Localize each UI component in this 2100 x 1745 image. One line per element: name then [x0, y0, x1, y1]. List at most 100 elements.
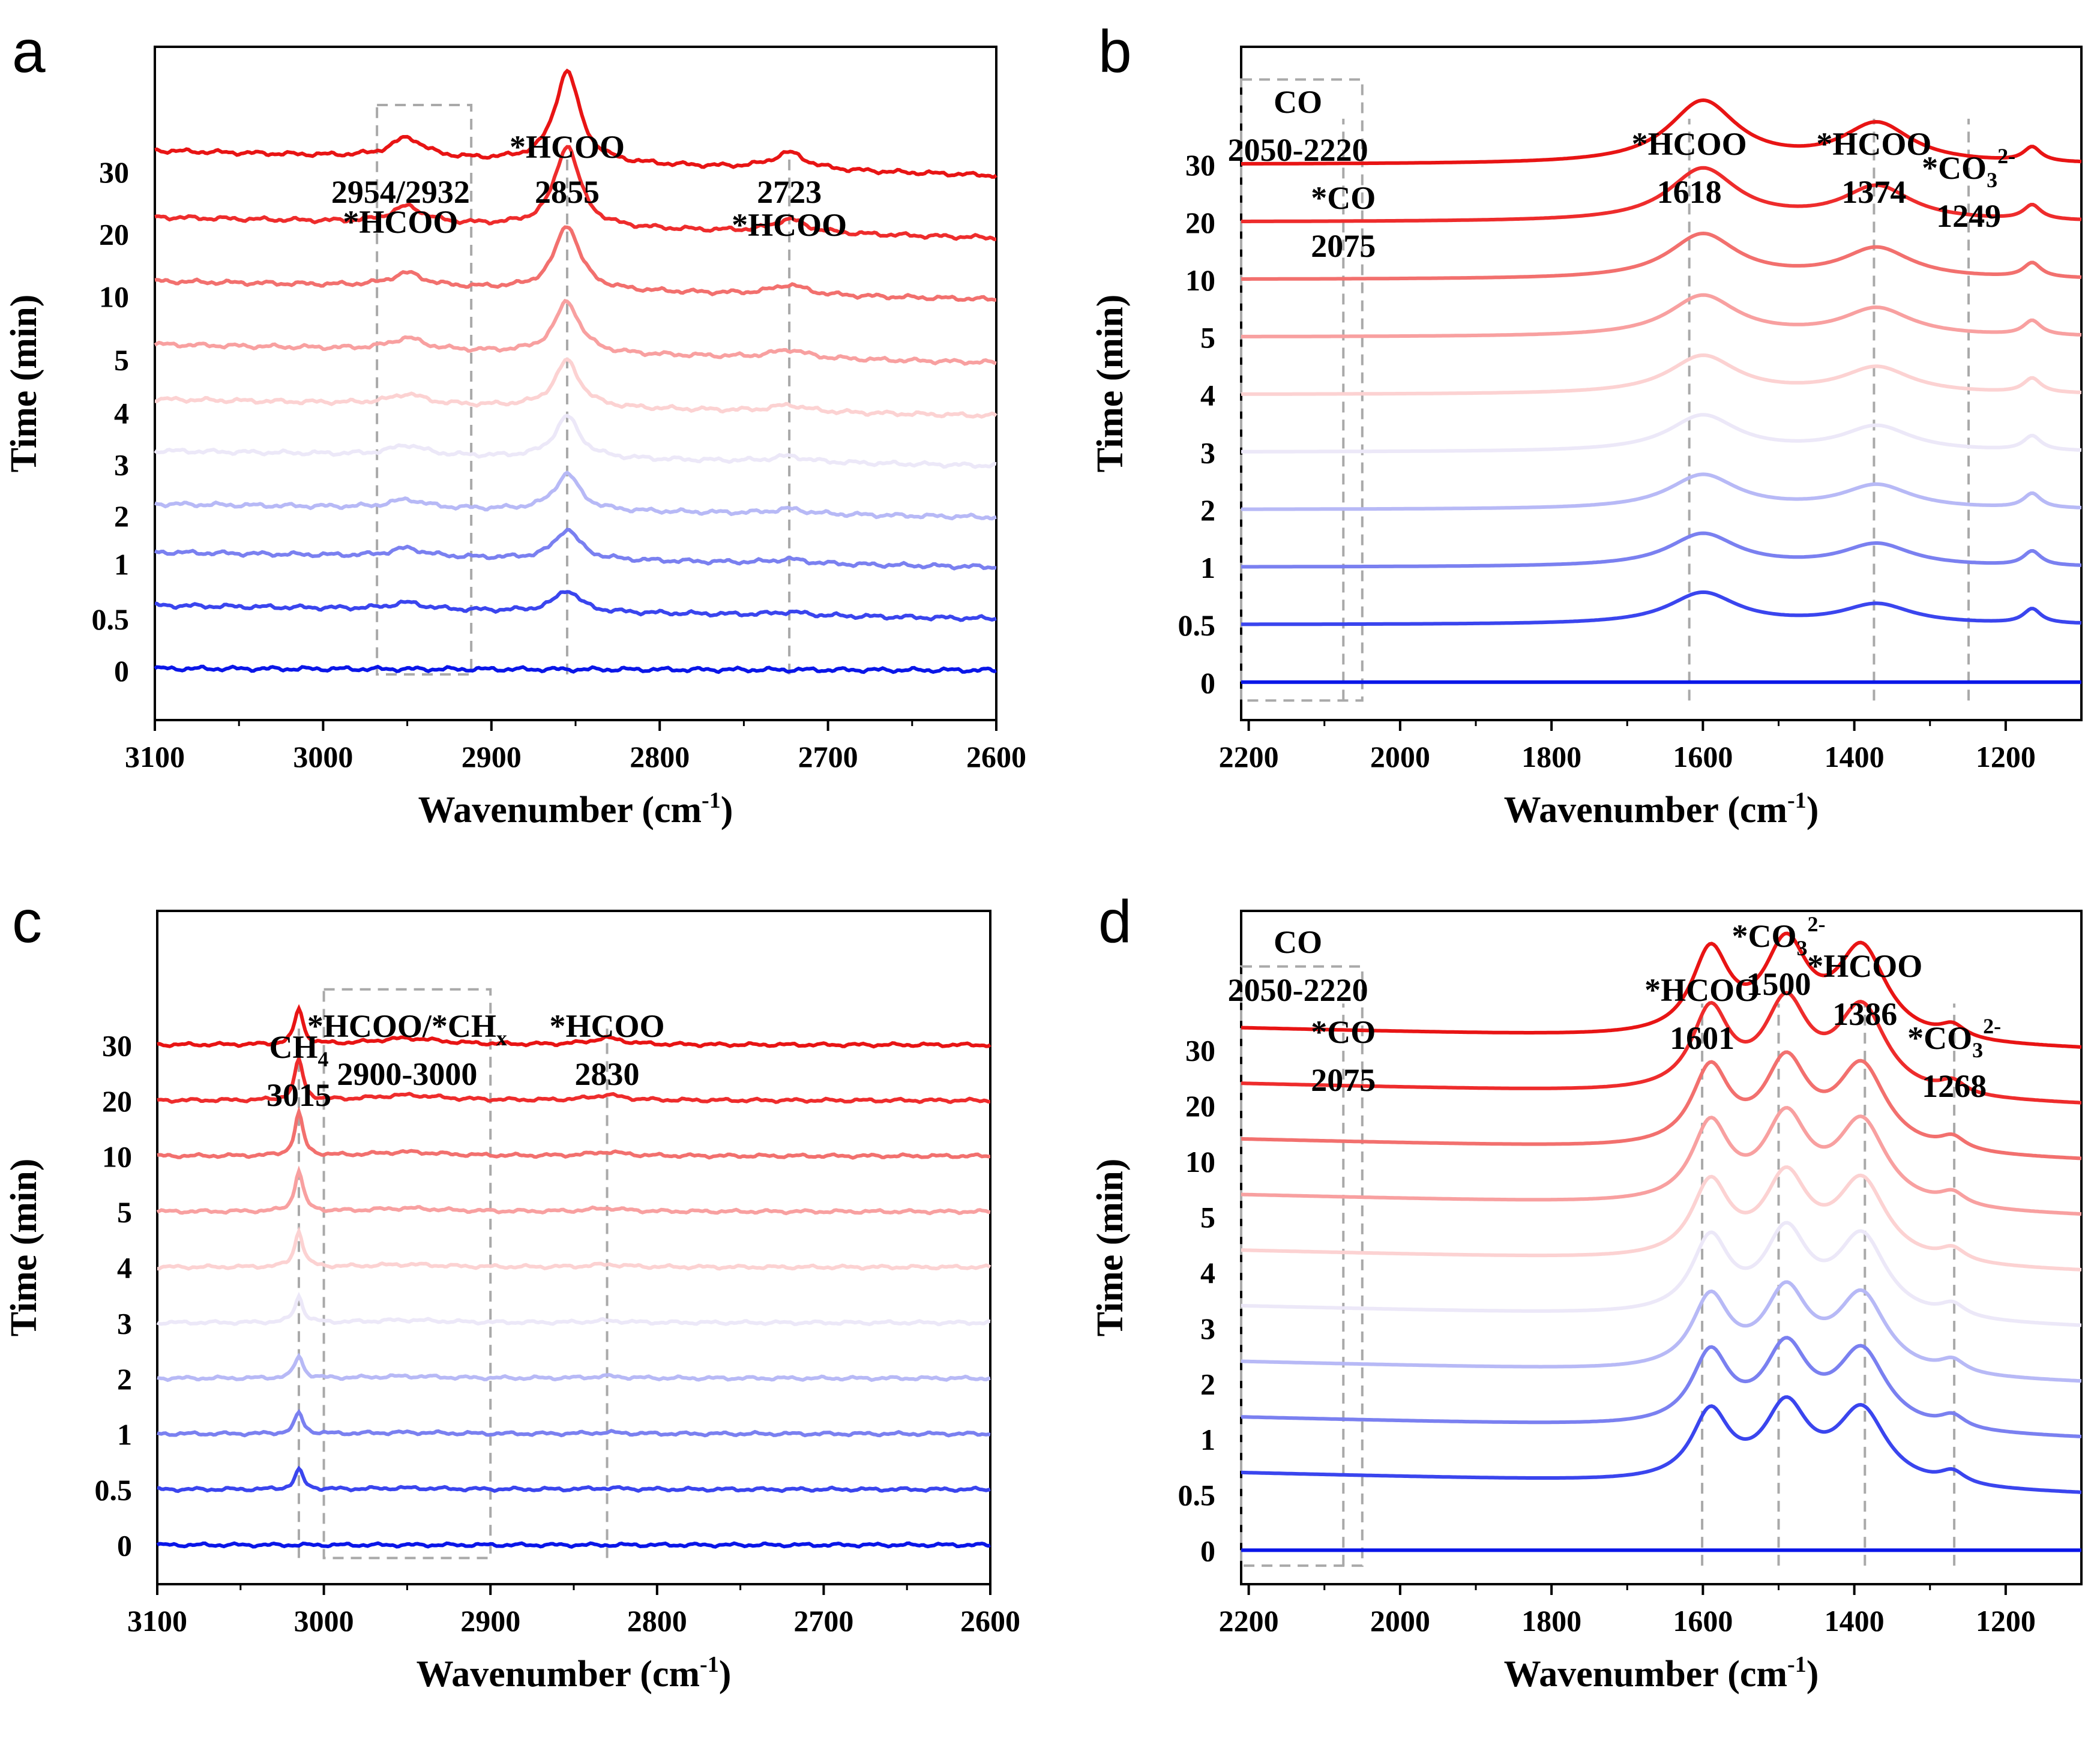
peak-annotation-value: 2954/2932	[331, 174, 470, 210]
region-dashed-box	[322, 988, 492, 1560]
peak-annotation-label: CH4	[269, 1029, 328, 1071]
time-label: 0.5	[1178, 1479, 1216, 1512]
time-label: 3	[117, 1306, 132, 1340]
x-tick-label: 2600	[960, 1604, 1020, 1638]
y-axis-title: Time (min)	[1090, 1159, 1131, 1337]
time-label: 20	[1185, 1089, 1215, 1123]
spectrum-line-0.5	[157, 1465, 991, 1494]
spectrum-line-4	[157, 1226, 991, 1271]
time-label: 5	[1200, 321, 1215, 355]
spectrum-line-5	[156, 1165, 991, 1216]
x-tick-label: 1600	[1673, 740, 1733, 773]
peak-annotation-label: *HCOO	[1807, 948, 1922, 984]
time-label: 30	[99, 155, 129, 189]
time-label: 2	[1200, 1367, 1215, 1401]
time-label: 1	[1200, 551, 1215, 584]
time-label: 1	[114, 548, 129, 581]
spectrum-line-2	[157, 1353, 991, 1383]
time-label: 5	[1200, 1201, 1215, 1234]
peak-annotation-label: *HCOO	[732, 207, 847, 243]
time-label: 10	[1185, 1145, 1215, 1179]
peak-annotation-label: *HCOO	[343, 204, 458, 240]
peak-annotation-label: *HCOO	[1644, 972, 1760, 1008]
peak-annotation-value: 2900-3000	[337, 1056, 477, 1092]
x-tick-label: 1800	[1521, 740, 1581, 773]
time-label: 0	[114, 654, 129, 688]
spectrum-line-20	[1241, 991, 2082, 1105]
peak-annotation-value: 2075	[1311, 1062, 1376, 1098]
x-axis-title: Wavenumber (cm-1)	[1504, 1652, 1819, 1695]
spectrum-line-1	[154, 527, 997, 571]
peak-annotation-value: 2050-2220	[1228, 132, 1368, 168]
peak-annotation-label: *HCOO	[550, 1008, 665, 1044]
spectrum-line-5	[154, 299, 997, 366]
spectrum-line-2	[1241, 472, 2082, 511]
time-label: 20	[99, 218, 129, 251]
spectrum-line-2	[1241, 1280, 2082, 1383]
peak-annotation-value: 2075	[1311, 228, 1376, 264]
time-label: 10	[102, 1140, 132, 1173]
peak-annotation-value: 1500	[1746, 966, 1811, 1002]
peak-annotation-label: *CO32-	[1907, 1014, 2001, 1062]
peak-annotation-value: 2723	[757, 174, 822, 210]
spectrum-line-5	[1241, 293, 2082, 338]
time-label: 0	[117, 1529, 132, 1563]
x-tick-label: 2900	[462, 740, 522, 773]
spectrum-line-30	[1241, 98, 2082, 166]
time-label: 0.5	[92, 602, 130, 636]
spectrum-line-10	[1241, 231, 2082, 281]
panel-letter: b	[1098, 18, 1132, 85]
spectrum-line-5	[1241, 1105, 2082, 1216]
spectrum-line-3	[1241, 413, 2082, 454]
peak-annotation-label: *HCOO	[1632, 126, 1747, 162]
spectrum-line-0	[156, 1541, 991, 1549]
spectrum-line-4	[154, 357, 997, 419]
time-label: 2	[114, 499, 129, 533]
panel-letter: a	[12, 18, 46, 85]
spectrum-line-2	[154, 470, 997, 521]
spectrum-line-3	[156, 1291, 991, 1327]
peak-annotation-label: *HCOO/*CHx	[307, 1008, 507, 1050]
time-label: 3	[1200, 1312, 1215, 1345]
time-label: 4	[1200, 379, 1215, 412]
peak-annotation-value: 1249	[1936, 198, 2001, 234]
peak-annotation-value: 1386	[1832, 996, 1897, 1032]
time-label: 0.5	[1178, 608, 1216, 642]
peak-annotation-label: CO	[1274, 924, 1322, 960]
spectrum-line-0.5	[1241, 590, 2082, 626]
spectrum-line-30	[154, 68, 997, 179]
spectrum-line-3	[154, 413, 997, 469]
spectrum-line-0.5	[154, 590, 997, 622]
x-axis-title: Wavenumber (cm-1)	[417, 1652, 732, 1695]
time-label: 0.5	[95, 1473, 133, 1507]
peak-annotation-value: 1601	[1670, 1020, 1734, 1056]
time-label: 3	[114, 448, 129, 481]
x-tick-label: 2000	[1370, 740, 1430, 773]
region-dashed-box	[1240, 965, 1364, 1567]
y-axis-title: Time (min)	[4, 295, 44, 473]
spectrum-line-0.5	[1241, 1395, 2082, 1494]
time-label: 30	[1185, 1034, 1215, 1068]
region-dashed-box	[1240, 78, 1364, 702]
spectrum-line-0	[154, 664, 997, 674]
peak-annotation-value: 2050-2220	[1228, 972, 1368, 1008]
time-label: 2	[1200, 493, 1215, 527]
spectrum-line-1	[1241, 531, 2082, 569]
time-label: 10	[99, 280, 129, 314]
x-tick-label: 2700	[798, 740, 858, 773]
x-tick-label: 3100	[125, 740, 185, 773]
time-label: 2	[117, 1362, 132, 1396]
x-axis-title: Wavenumber (cm-1)	[1504, 788, 1819, 830]
peak-annotation-label: CO	[1274, 84, 1322, 120]
peak-annotation-value: 2855	[535, 174, 600, 210]
time-label: 4	[1200, 1256, 1215, 1290]
x-tick-label: 1800	[1521, 1604, 1581, 1638]
spectrum-line-10	[154, 225, 996, 302]
peak-annotation-value: 1618	[1657, 174, 1722, 210]
peak-annotation-value: 2830	[575, 1056, 640, 1092]
x-tick-label: 2200	[1219, 740, 1279, 773]
time-label: 10	[1185, 263, 1215, 297]
